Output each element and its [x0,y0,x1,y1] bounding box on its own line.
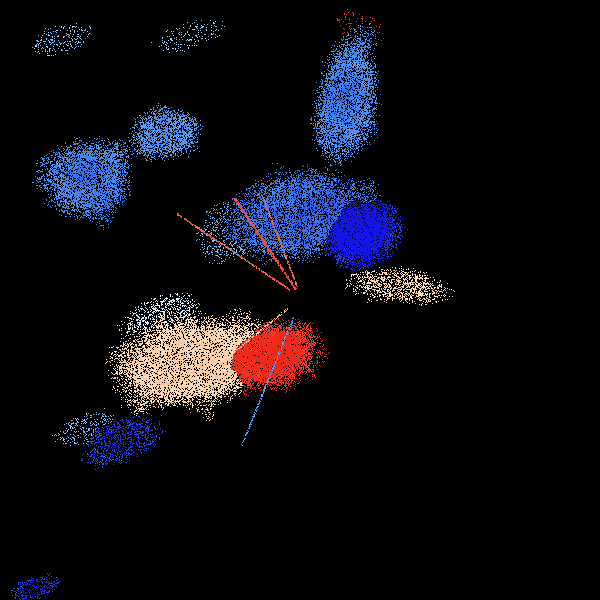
radar-velocity-canvas[interactable] [0,0,600,600]
radar-velocity-display[interactable]: Doppler Radar Radial Velocity velocity-r… [0,0,600,600]
